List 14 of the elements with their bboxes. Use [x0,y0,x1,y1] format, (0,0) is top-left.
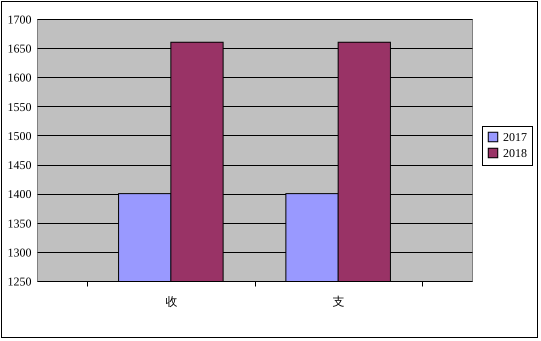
y-tick-label: 1550 [8,100,32,114]
x-tick-label: 支 [332,294,345,308]
y-tick-label: 1350 [8,216,32,230]
x-tick-label: 收 [165,294,178,308]
legend-label: 2017 [503,130,527,144]
legend-label: 2018 [503,146,527,160]
y-tick-label: 1250 [8,274,32,288]
y-tick-label: 1400 [8,187,32,202]
y-tick-label: 1700 [8,12,32,26]
y-tick-label: 1450 [8,158,32,172]
y-tick-label: 1600 [8,70,32,85]
y-tick-label: 1300 [8,245,32,260]
y-tick-label: 1650 [8,42,32,56]
y-tick-label: 1500 [8,128,32,143]
